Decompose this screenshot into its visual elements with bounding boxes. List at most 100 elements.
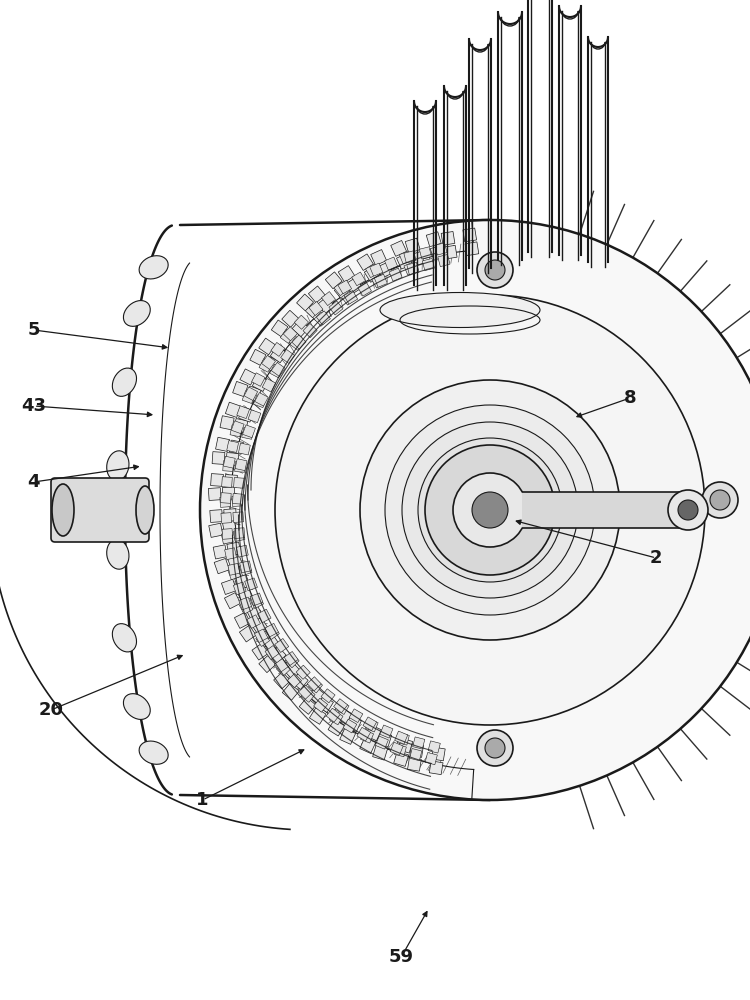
Bar (398, 733, 410, 745)
Circle shape (402, 422, 578, 598)
Bar (292, 320, 309, 337)
Bar (222, 477, 232, 487)
Text: 20: 20 (38, 701, 64, 719)
Bar (235, 612, 250, 628)
Bar (341, 291, 356, 305)
Bar (220, 493, 231, 503)
Text: 59: 59 (388, 948, 414, 966)
Bar (228, 567, 241, 580)
Bar (314, 698, 328, 712)
Bar (221, 513, 232, 523)
Bar (282, 683, 299, 700)
Bar (233, 530, 245, 541)
Bar (232, 493, 243, 504)
Bar (358, 282, 371, 296)
Bar (221, 532, 233, 544)
Ellipse shape (124, 694, 150, 719)
Bar (435, 243, 447, 255)
Bar (406, 262, 419, 275)
Bar (252, 375, 268, 391)
Circle shape (445, 465, 535, 555)
Bar (298, 685, 313, 699)
Bar (407, 757, 422, 771)
Bar (296, 294, 314, 311)
Bar (404, 251, 416, 263)
Bar (326, 272, 342, 289)
Bar (226, 402, 241, 417)
Bar (301, 688, 315, 702)
Circle shape (477, 252, 513, 288)
Bar (212, 452, 225, 464)
Bar (285, 654, 299, 668)
Ellipse shape (380, 292, 540, 328)
Bar (329, 711, 343, 725)
Bar (309, 301, 323, 316)
Bar (294, 315, 308, 329)
Bar (329, 301, 343, 315)
Bar (310, 708, 326, 724)
Bar (250, 349, 266, 365)
Circle shape (678, 500, 698, 520)
Bar (210, 510, 223, 522)
Bar (234, 419, 248, 433)
Bar (335, 701, 349, 714)
Bar (308, 687, 325, 704)
Bar (235, 462, 245, 472)
Bar (361, 730, 374, 743)
Bar (262, 355, 275, 369)
Bar (463, 228, 476, 242)
Bar (374, 274, 388, 287)
Bar (280, 329, 294, 343)
Bar (262, 378, 276, 392)
Bar (224, 509, 236, 521)
Bar (280, 349, 295, 363)
Bar (248, 410, 261, 423)
Bar (365, 725, 382, 741)
Bar (222, 529, 232, 539)
Bar (242, 425, 256, 438)
Bar (465, 242, 478, 256)
Bar (291, 673, 308, 689)
Bar (390, 742, 404, 755)
Bar (232, 496, 242, 507)
Bar (340, 728, 356, 744)
Bar (410, 744, 424, 757)
Bar (335, 708, 352, 724)
Bar (428, 741, 440, 753)
Bar (242, 391, 255, 404)
Circle shape (702, 482, 738, 518)
Bar (274, 638, 289, 652)
Bar (263, 635, 280, 652)
Bar (211, 474, 224, 486)
Bar (328, 719, 344, 736)
Bar (270, 346, 287, 363)
Circle shape (668, 490, 708, 530)
Bar (269, 646, 286, 663)
Bar (350, 709, 363, 723)
Bar (227, 554, 243, 569)
Bar (346, 277, 362, 294)
Bar (413, 737, 424, 749)
Bar (250, 593, 263, 606)
Bar (251, 617, 268, 634)
Bar (222, 487, 235, 500)
Bar (317, 696, 334, 712)
Bar (247, 606, 263, 622)
Bar (308, 677, 321, 691)
Bar (224, 593, 241, 609)
Bar (257, 609, 271, 623)
Bar (284, 327, 298, 341)
Bar (254, 629, 268, 642)
Bar (316, 311, 331, 325)
Text: 43: 43 (21, 397, 46, 415)
Bar (256, 633, 270, 646)
Text: 1: 1 (196, 791, 208, 809)
Bar (251, 373, 265, 386)
Bar (209, 488, 221, 500)
Bar (237, 586, 253, 602)
Bar (259, 359, 272, 372)
Bar (431, 747, 445, 761)
Bar (230, 425, 242, 437)
Text: 4: 4 (28, 473, 40, 491)
Bar (220, 497, 230, 507)
